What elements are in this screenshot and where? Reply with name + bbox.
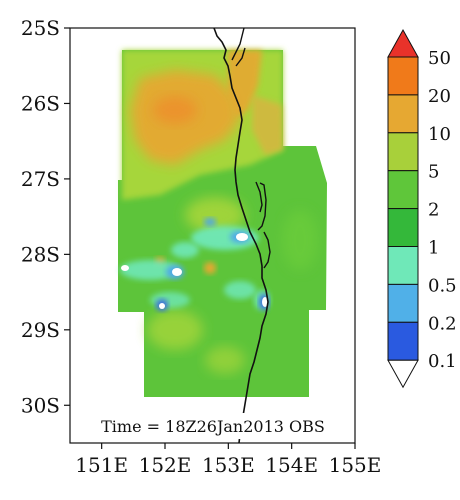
field-cyan-4: [224, 281, 256, 299]
colorbar-label: 20: [428, 86, 451, 107]
island-stradbroke: [263, 231, 271, 269]
lat-tick-label: 28S: [21, 242, 60, 266]
missing-spot-5: [121, 265, 129, 271]
lon-tick-label: 154E: [265, 453, 318, 477]
colorbar-segment: [387, 132, 419, 172]
lon-tick-label: 155E: [329, 453, 382, 477]
colorbar-segment: [387, 94, 419, 134]
lon-tick-label: 151E: [75, 453, 128, 477]
field-yellowgreen-3: [205, 346, 245, 374]
colorbar-label: 1: [428, 238, 439, 259]
colorbar-label: 10: [428, 124, 451, 145]
missing-spot-2: [172, 268, 182, 276]
lat-tick-label: 26S: [21, 91, 60, 115]
lat-tick-label: 25S: [21, 16, 60, 40]
colorbar: 50 20 10 5 2 1 0.5 0.2 0.1: [387, 28, 457, 389]
colorbar-segment: [387, 246, 419, 285]
island-bribie: [255, 181, 263, 213]
field-yellowgreen-4: [282, 210, 318, 270]
missing-spot-3: [159, 303, 165, 309]
colorbar-segment: [387, 283, 419, 323]
lon-tick-label: 152E: [139, 453, 192, 477]
colorbar-segment: [387, 170, 419, 210]
field-orange-east: [252, 95, 283, 155]
colorbar-label: 50: [428, 48, 451, 69]
field-cyan-2: [120, 260, 180, 280]
colorbar-labels: 50 20 10 5 2 1 0.5 0.2 0.1: [428, 48, 457, 372]
field-yellowgreen-1: [185, 197, 245, 233]
lon-tick-label: 153E: [202, 453, 255, 477]
longitude-ticks: 151E 152E 153E 154E 155E: [75, 443, 381, 477]
lat-tick-label: 29S: [21, 318, 60, 342]
field-yellowgreen-2: [147, 310, 203, 350]
rainfall-field: [118, 28, 327, 443]
estuary-north: [231, 28, 246, 67]
time-label: Time = 18Z26Jan2013 OBS: [101, 417, 325, 436]
colorbar-label: 0.2: [428, 313, 457, 334]
colorbar-label: 0.5: [428, 275, 457, 296]
island-moreton: [257, 182, 267, 231]
field-orange-south: [204, 262, 216, 274]
colorbar-segment: [387, 56, 419, 96]
colorbar-extend-max: [387, 28, 419, 58]
colorbar-label: 0.1: [428, 351, 457, 372]
latitude-ticks: 25S 26S 27S 28S 29S 30S: [21, 16, 70, 417]
field-deeporange-core: [153, 96, 197, 124]
colorbar-segments: [387, 28, 419, 389]
missing-spot-4: [262, 297, 268, 307]
field-blue-5: [204, 218, 216, 226]
coastline: [213, 28, 269, 443]
field-cyan-6: [150, 292, 190, 308]
colorbar-label: 2: [428, 200, 439, 221]
colorbar-segment: [387, 208, 419, 248]
missing-spot-1: [236, 233, 248, 241]
colorbar-label: 5: [428, 162, 439, 183]
colorbar-segment: [387, 321, 419, 361]
lat-tick-label: 30S: [21, 393, 60, 417]
colorbar-extend-min: [387, 359, 419, 389]
map-frame: [69, 27, 356, 444]
field-cyan-3: [171, 242, 199, 258]
lat-tick-label: 27S: [21, 167, 60, 191]
time-label-box: [82, 413, 344, 439]
